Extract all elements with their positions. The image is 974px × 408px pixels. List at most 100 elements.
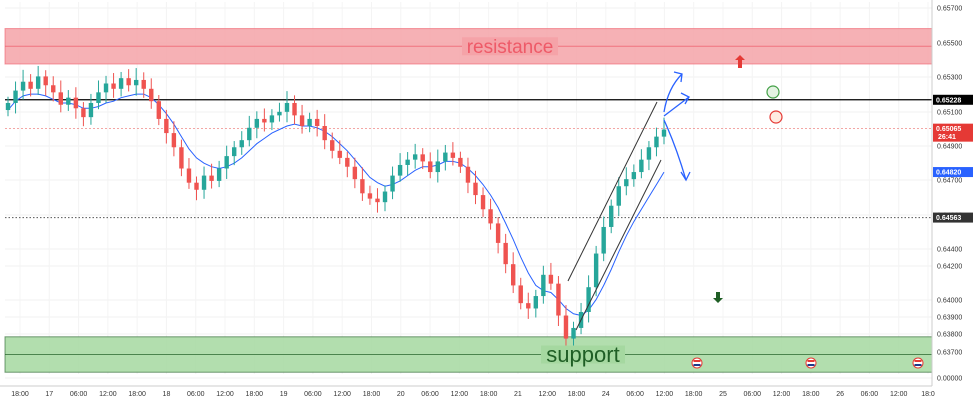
event-flag-stripe <box>914 360 922 362</box>
current-price-badge <box>933 123 973 142</box>
candle-up <box>201 175 207 190</box>
candle-up <box>609 205 614 227</box>
event-flag-stripe <box>807 360 815 362</box>
candle-down <box>428 161 433 173</box>
x-tick-label: 06:00 <box>626 391 644 398</box>
candle-up <box>247 127 252 141</box>
candle-up <box>35 76 41 89</box>
candle-up <box>66 97 71 105</box>
x-tick-label: 12:00 <box>890 391 908 398</box>
y-tick-label: 0.00000 <box>937 376 962 383</box>
countdown-label: 26:41 <box>938 134 956 141</box>
candle-down <box>164 118 169 134</box>
candle-down <box>480 195 486 210</box>
x-tick-label: 12:00 <box>773 391 791 398</box>
ma-price-label: 0.64820 <box>936 170 961 177</box>
candle-up <box>224 156 229 169</box>
candle-down <box>473 182 478 196</box>
event-flag-stripe <box>693 360 701 362</box>
y-tick-label: 0.64000 <box>937 298 962 305</box>
y-tick-label: 0.65100 <box>937 110 962 117</box>
arrow-breakout-up-head <box>673 71 683 83</box>
candle-up <box>571 327 576 339</box>
target-circle-green <box>766 85 780 99</box>
level-badge <box>933 212 973 223</box>
candle-down <box>563 315 569 339</box>
candle-up <box>232 147 237 157</box>
candle-down <box>367 193 373 199</box>
candle-up <box>631 172 637 180</box>
x-tick-label: 18:00 <box>568 391 586 398</box>
candle-up <box>646 147 652 160</box>
candle-down <box>156 101 162 119</box>
x-tick-label: 21 <box>514 391 522 398</box>
candle-down <box>149 88 154 102</box>
y-tick-label: 0.64900 <box>937 144 962 151</box>
candle-up <box>239 140 244 148</box>
candle-up <box>412 154 418 160</box>
event-flag-icon <box>691 357 703 369</box>
candle-down <box>262 118 267 123</box>
x-tick-label: 18:0 <box>921 391 935 398</box>
candle-up <box>20 81 26 91</box>
candle-up <box>103 83 109 93</box>
x-tick-label: 18:00 <box>363 391 381 398</box>
candle-down <box>171 133 177 148</box>
candle-up <box>216 168 222 181</box>
x-tick-label: 17 <box>45 391 53 398</box>
level-badge-label: 0.65228 <box>936 97 961 104</box>
candle-down <box>299 115 305 126</box>
candle-down <box>179 147 184 169</box>
y-tick-label: 0.63800 <box>937 332 962 339</box>
candle-down <box>548 274 554 284</box>
x-tick-label: 12:00 <box>538 391 556 398</box>
candle-down <box>488 209 493 224</box>
target-circle-red <box>769 110 783 124</box>
x-tick-label: 18 <box>163 391 171 398</box>
candle-down <box>141 79 146 89</box>
buy-signal-icon <box>713 292 723 303</box>
y-tick-label: 0.63900 <box>937 315 962 322</box>
candle-down <box>51 85 56 93</box>
x-tick-label: 06:00 <box>70 391 88 398</box>
x-tick-label: 25 <box>719 391 727 398</box>
candle-down <box>194 182 199 190</box>
candle-down <box>345 157 350 167</box>
x-tick-label: 12:00 <box>451 391 469 398</box>
event-flag-stripe <box>693 364 701 366</box>
arrow-reversal-down <box>663 119 687 181</box>
candle-down <box>58 92 63 105</box>
x-tick-label: 06:00 <box>861 391 879 398</box>
current-price-label: 0.65065 <box>936 126 961 133</box>
channel-lower-line <box>575 159 662 331</box>
arrow-small-up-head <box>680 92 690 105</box>
candle-up <box>661 129 667 137</box>
candle-down <box>186 168 192 183</box>
candle-up <box>443 152 448 162</box>
candle-down <box>518 285 523 304</box>
candle-up <box>269 115 275 123</box>
candle-up <box>639 159 644 173</box>
x-tick-label: 18:00 <box>11 391 29 398</box>
x-tick-label: 19 <box>280 391 288 398</box>
candle-down <box>556 283 561 316</box>
candle-up <box>586 287 591 312</box>
event-flag-icon <box>912 357 924 369</box>
candle-up <box>307 118 312 126</box>
candle-down <box>458 157 463 167</box>
candle-down <box>81 108 86 118</box>
x-tick-label: 18:00 <box>685 391 703 398</box>
moving-average-line <box>7 93 665 317</box>
y-tick-label: 0.65500 <box>937 41 962 48</box>
x-tick-label: 24 <box>602 391 610 398</box>
y-tick-label: 0.65700 <box>937 6 962 13</box>
level-badge <box>933 94 973 105</box>
sell-signal-icon <box>735 55 745 68</box>
x-tick-label: 06:00 <box>421 391 439 398</box>
candle-up <box>435 161 440 173</box>
candle-up <box>277 111 282 116</box>
candle-down <box>337 150 342 158</box>
candle-down <box>510 264 516 286</box>
x-tick-label: 26 <box>836 391 844 398</box>
